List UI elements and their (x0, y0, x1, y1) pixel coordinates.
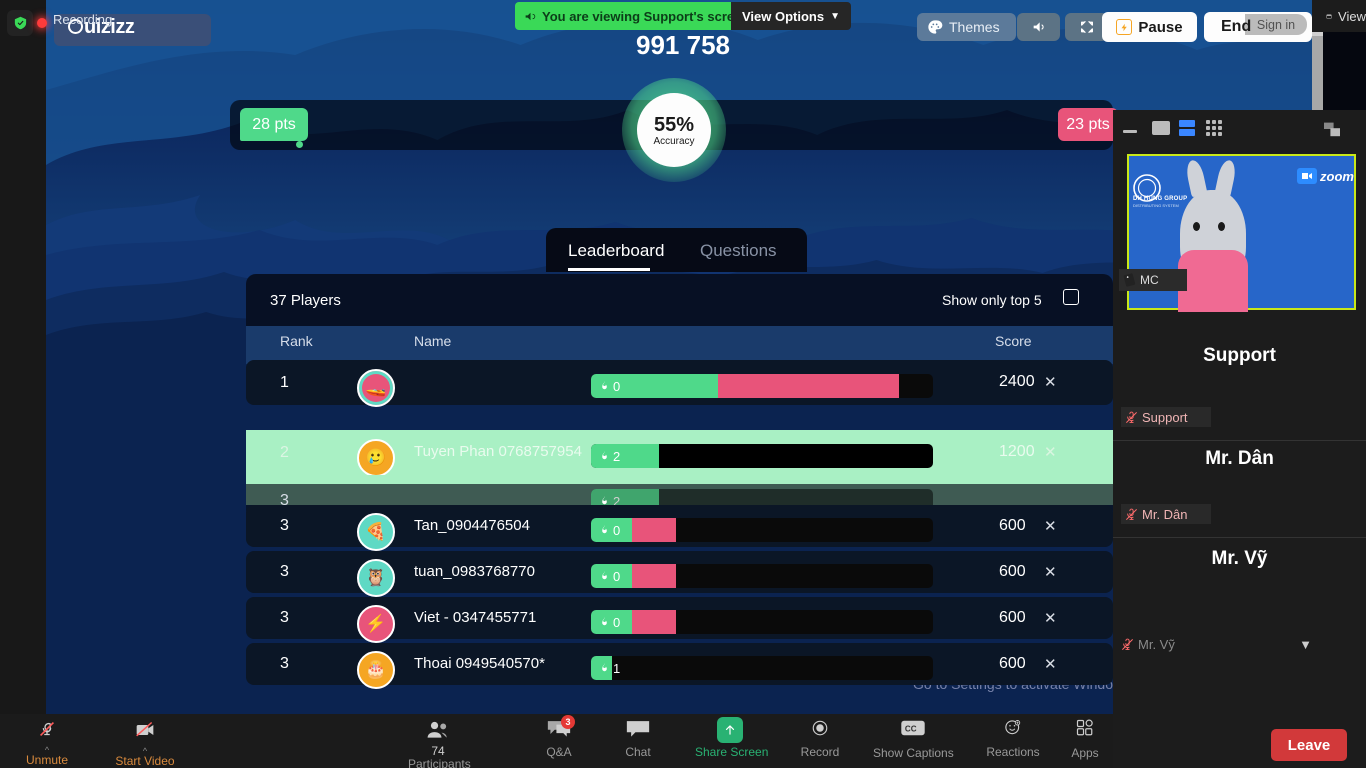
svg-text:CC: CC (905, 725, 917, 734)
